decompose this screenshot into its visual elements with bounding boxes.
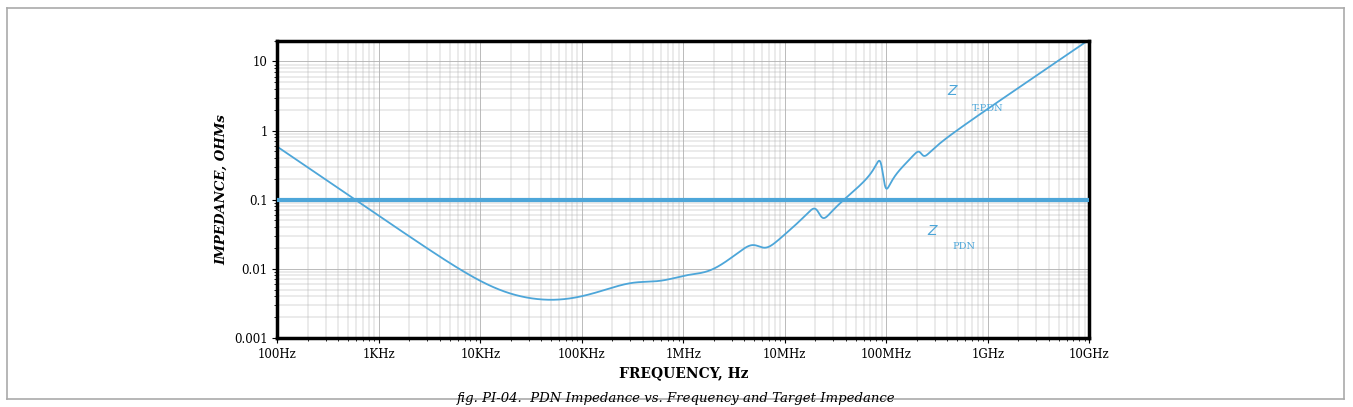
- Text: $Z$: $Z$: [947, 83, 959, 98]
- Text: T-PDN: T-PDN: [971, 104, 1004, 113]
- Text: fig. PI-04.  PDN Impedance vs. Frequency and Target Impedance: fig. PI-04. PDN Impedance vs. Frequency …: [457, 392, 896, 405]
- X-axis label: FREQUENCY, Hz: FREQUENCY, Hz: [618, 366, 748, 380]
- Text: PDN: PDN: [953, 242, 976, 251]
- Y-axis label: IMPEDANCE, OHMs: IMPEDANCE, OHMs: [215, 114, 229, 265]
- Text: $Z$: $Z$: [927, 224, 939, 238]
